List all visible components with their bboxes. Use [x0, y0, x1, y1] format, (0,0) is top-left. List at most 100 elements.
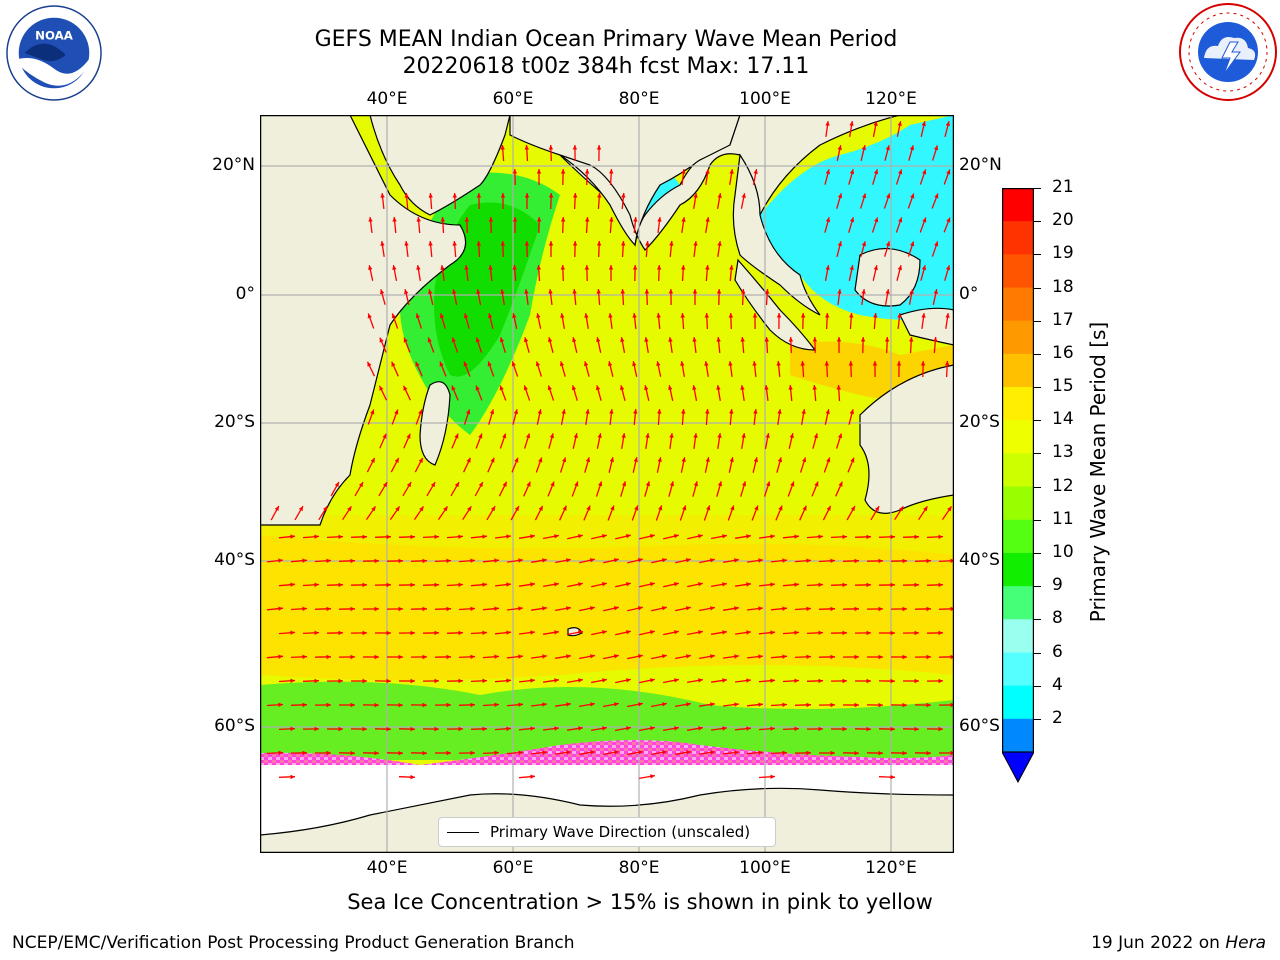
wave-arrow	[806, 678, 824, 684]
wave-arrow	[938, 558, 954, 563]
wave-arrow	[506, 702, 524, 707]
wave-arrow	[890, 750, 908, 756]
wave-arrow	[837, 289, 842, 305]
wave-arrow	[788, 336, 794, 354]
wave-arrow	[747, 654, 763, 659]
wave-arrow	[560, 216, 566, 234]
colorbar-tick	[1034, 718, 1041, 720]
wave-arrow	[914, 654, 932, 660]
latitude-label: 0°	[959, 284, 979, 304]
wave-arrow	[608, 457, 614, 473]
wave-arrow	[398, 582, 416, 588]
wave-arrow	[494, 678, 512, 683]
wave-arrow	[824, 360, 829, 378]
wave-arrow	[338, 558, 356, 564]
wave-arrow	[698, 606, 716, 612]
wave-arrow	[488, 216, 494, 234]
wave-arrow	[488, 409, 495, 425]
colorbar-tick-label: 2	[1052, 707, 1063, 728]
wave-arrow	[475, 385, 483, 401]
wave-arrow	[818, 654, 836, 660]
wave-arrow	[728, 312, 734, 330]
wave-arrow	[584, 312, 589, 330]
wave-arrow	[866, 702, 884, 708]
wave-arrow	[380, 193, 385, 209]
wave-arrow	[675, 558, 691, 564]
wave-arrow	[848, 265, 854, 281]
wave-arrow	[799, 505, 807, 521]
wave-arrow	[812, 384, 817, 402]
wave-arrow	[878, 582, 896, 588]
wave-arrow	[446, 534, 464, 539]
wave-arrow	[422, 534, 440, 539]
wave-arrow	[716, 288, 722, 306]
wave-arrow	[267, 558, 283, 563]
colorbar-tick	[1034, 486, 1041, 488]
wave-arrow	[270, 505, 280, 521]
wave-arrow	[693, 192, 698, 210]
wave-arrow	[363, 654, 379, 660]
wave-arrow	[398, 630, 416, 636]
wave-arrow	[717, 433, 722, 449]
wave-arrow	[747, 606, 763, 611]
wave-arrow	[692, 481, 698, 497]
wave-arrow	[367, 409, 375, 425]
wave-arrow	[487, 457, 495, 473]
wave-arrow	[542, 582, 560, 588]
wave-arrow	[800, 408, 806, 426]
wave-arrow	[878, 774, 896, 780]
wave-arrow	[830, 534, 848, 539]
indonesia-east-land	[899, 307, 954, 346]
wave-arrow	[770, 702, 788, 707]
wave-arrow	[830, 678, 848, 684]
wave-arrow	[705, 169, 710, 185]
wave-arrow	[752, 168, 758, 186]
wave-arrow	[909, 336, 914, 354]
wave-arrow	[523, 385, 531, 401]
wave-arrow	[410, 750, 428, 756]
wave-arrow	[410, 702, 428, 708]
wave-arrow	[507, 606, 523, 611]
wave-arrow	[939, 750, 954, 756]
wave-arrow	[855, 678, 871, 684]
wave-arrow	[885, 336, 890, 354]
wave-arrow	[848, 169, 855, 185]
wave-arrow	[403, 385, 411, 401]
wave-arrow	[811, 481, 819, 497]
colorbar-tick	[1034, 287, 1041, 289]
latitude-label: 20°S	[959, 412, 1000, 432]
wave-arrow	[609, 409, 614, 425]
wave-arrow	[555, 558, 571, 564]
wave-arrow	[410, 558, 428, 564]
wave-arrow	[710, 630, 728, 635]
wave-arrow	[318, 505, 328, 521]
colorbar-bin	[1002, 387, 1034, 421]
wave-arrow	[895, 169, 903, 185]
wave-arrow	[602, 750, 620, 756]
wave-arrow	[451, 385, 459, 401]
wave-arrow	[788, 384, 793, 402]
wave-arrow	[531, 702, 547, 707]
colorbar-tick	[1034, 453, 1041, 455]
wave-arrow	[615, 534, 631, 540]
wave-arrow	[591, 534, 607, 540]
latitude-label: 20°N	[959, 155, 1002, 175]
wave-arrow	[632, 361, 638, 377]
wave-arrow	[338, 606, 356, 612]
wave-arrow	[806, 534, 824, 539]
wave-arrow	[703, 505, 711, 521]
wave-arrow	[470, 630, 488, 635]
wave-arrow	[938, 702, 954, 708]
wave-arrow	[812, 336, 818, 354]
wave-arrow	[674, 702, 692, 708]
wave-arrow	[494, 630, 512, 635]
wave-arrow	[890, 606, 908, 612]
wave-arrow	[867, 654, 883, 660]
wave-arrow	[368, 217, 373, 233]
wave-arrow	[391, 409, 399, 425]
wave-arrow	[446, 726, 464, 732]
wave-arrow	[542, 630, 560, 635]
colorbar-tick-label: 18	[1052, 276, 1074, 297]
colorbar-tick-label: 10	[1052, 541, 1074, 562]
wave-arrow	[806, 726, 824, 732]
